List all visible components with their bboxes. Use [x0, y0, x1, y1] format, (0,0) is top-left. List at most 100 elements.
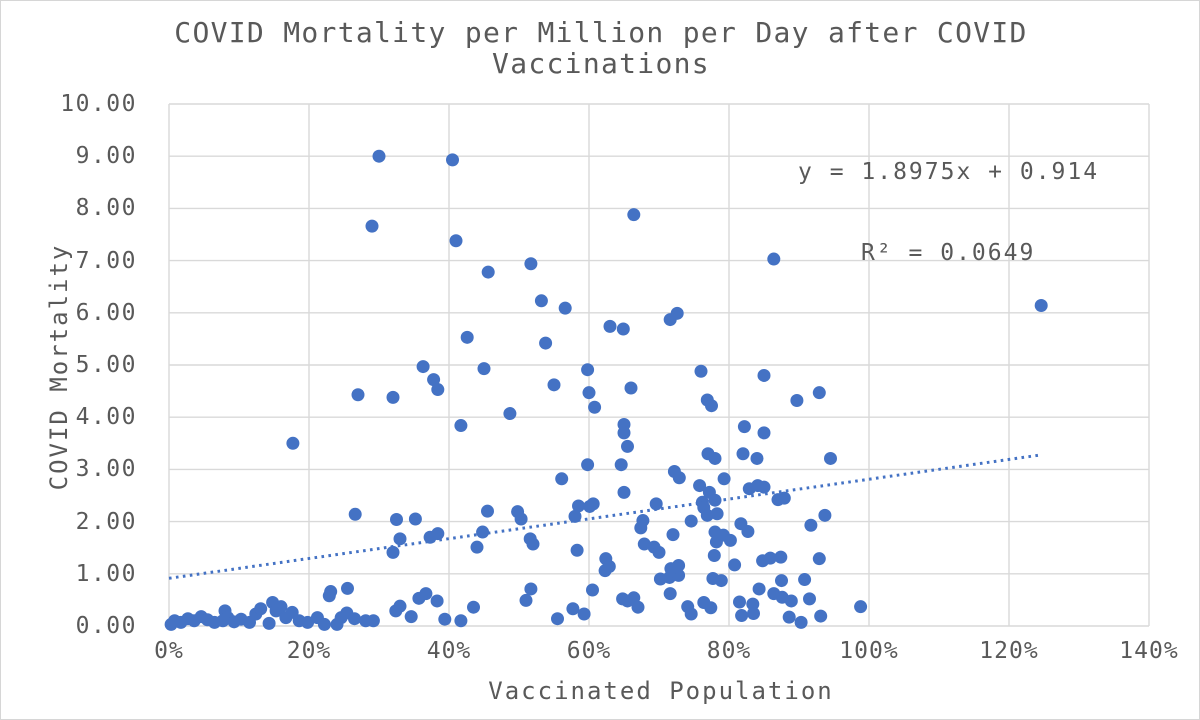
scatter-point: [449, 234, 463, 248]
y-tick-label: 0.00: [75, 613, 137, 639]
scatter-point: [481, 265, 495, 279]
scatter-point: [572, 499, 585, 513]
y-tick-label: 1.00: [75, 560, 137, 587]
scatter-point: [666, 528, 680, 542]
scatter-point: [586, 583, 599, 597]
scatter-point: [558, 301, 572, 315]
scatter-point: [672, 471, 686, 485]
scatter-point: [570, 543, 584, 557]
scatter-point: [324, 585, 338, 599]
scatter-point: [386, 545, 400, 559]
scatter-point: [707, 549, 721, 563]
scatter-point: [723, 533, 737, 547]
scatter-point: [301, 615, 315, 629]
x-tick-label: 100%: [839, 638, 899, 664]
scatter-point: [624, 381, 638, 395]
scatter-point: [602, 559, 616, 573]
scatter-point: [734, 517, 748, 531]
trendline-equation: y = 1.8975x + 0.914 R² = 0.0649: [798, 105, 1099, 321]
scatter-point: [798, 573, 812, 587]
scatter-point: [617, 485, 631, 499]
scatter-point: [636, 514, 650, 528]
scatter-point: [581, 363, 595, 377]
scatter-point: [586, 497, 600, 511]
y-tick-label: 6.00: [75, 299, 137, 326]
scatter-point: [621, 439, 634, 453]
scatter-point: [534, 294, 548, 308]
scatter-point: [627, 208, 641, 222]
scatter-point: [649, 497, 663, 511]
x-tick-label: 0%: [154, 638, 184, 664]
x-tick-label: 120%: [979, 638, 1039, 664]
scatter-point: [824, 451, 837, 465]
scatter-point: [539, 336, 553, 350]
scatter-point: [728, 558, 742, 572]
scatter-point: [577, 607, 591, 621]
scatter-point: [386, 390, 400, 404]
chart-title-line2: Vaccinations: [492, 47, 710, 80]
y-tick-label: 10.00: [60, 91, 137, 117]
scatter-point: [782, 610, 796, 624]
scatter-point: [777, 491, 791, 505]
scatter-point: [404, 610, 418, 624]
scatter-point: [446, 153, 459, 167]
scatter-point: [1034, 298, 1048, 312]
scatter-point: [814, 609, 828, 623]
y-tick-label: 8.00: [75, 195, 137, 222]
scatter-point: [286, 436, 300, 450]
scatter-point: [714, 574, 728, 588]
scatter-point: [524, 257, 538, 271]
scatter-point: [427, 373, 441, 387]
x-axis-title: Vaccinated Population: [488, 677, 834, 705]
scatter-point: [684, 607, 698, 621]
scatter-point: [416, 360, 430, 374]
y-tick-label: 4.00: [75, 404, 137, 431]
scatter-point: [588, 400, 602, 414]
trendline-equation-line1: y = 1.8975x + 0.914: [798, 159, 1100, 185]
scatter-point: [274, 600, 288, 614]
scatter-point: [746, 597, 760, 611]
scatter-point: [460, 330, 474, 344]
scatter-point: [555, 472, 569, 486]
scatter-point: [431, 383, 445, 397]
scatter-point: [637, 537, 651, 551]
scatter-point: [704, 601, 718, 615]
scatter-point: [757, 480, 771, 494]
y-tick-label: 9.00: [75, 143, 137, 170]
scatter-point: [774, 550, 788, 564]
scatter-point: [551, 612, 564, 626]
scatter-point: [524, 582, 538, 596]
scatter-point: [566, 602, 580, 616]
trendline-r-squared: R² = 0.0649: [861, 240, 1036, 266]
scatter-point: [254, 602, 268, 616]
scatter-point: [803, 592, 816, 606]
scatter-point: [526, 537, 540, 551]
scatter-point: [372, 149, 386, 163]
x-tick-label: 40%: [426, 638, 472, 664]
scatter-point: [470, 540, 484, 554]
scatter-point: [757, 426, 771, 440]
scatter-point: [581, 458, 595, 472]
y-tick-label: 5.00: [75, 352, 137, 378]
scatter-point: [431, 527, 445, 541]
scatter-point: [775, 574, 788, 588]
scatter-point: [710, 507, 724, 521]
scatter-point: [663, 587, 677, 601]
scatter-point: [348, 612, 361, 626]
scatter-point: [519, 593, 533, 607]
scatter-point: [784, 594, 798, 608]
scatter-point: [390, 513, 403, 527]
scatter-point: [757, 368, 771, 382]
scatter-point: [408, 512, 422, 526]
x-tick-label: 140%: [1119, 638, 1179, 664]
scatter-point: [670, 306, 684, 320]
scatter-point: [694, 364, 708, 378]
scatter-point: [568, 509, 582, 523]
scatter-point: [735, 609, 749, 623]
chart-title-line1: COVID Mortality per Million per Day afte…: [174, 16, 1028, 49]
scatter-point: [693, 479, 707, 493]
scatter-point: [854, 600, 868, 614]
scatter-point: [393, 532, 407, 546]
scatter-point: [348, 507, 362, 521]
